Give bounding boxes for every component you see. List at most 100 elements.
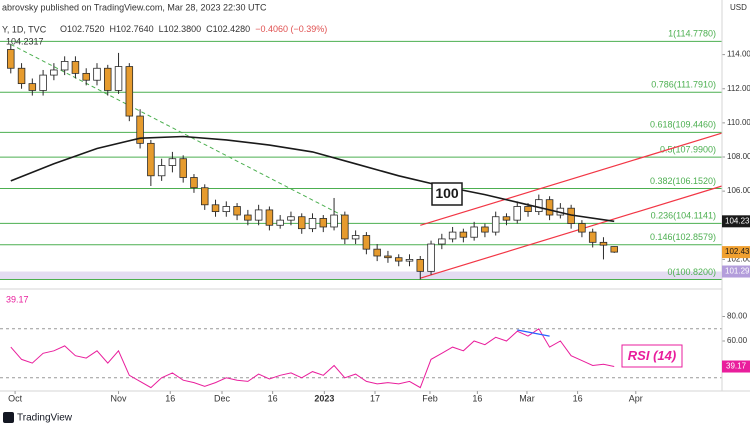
fib-label: 0.236(104.1141) [651, 211, 716, 221]
candle-body [254, 209, 263, 221]
candle-body [405, 259, 414, 262]
candle-body [438, 238, 446, 245]
x-tick-label: Oct [8, 393, 23, 403]
candle-body [535, 199, 543, 213]
moving-average [10, 135, 615, 223]
candle-body [308, 218, 317, 230]
rsi-tag [722, 360, 750, 373]
candle-body [578, 223, 586, 233]
y-tick-label: 112.000 [727, 84, 750, 93]
x-tick-label: 16 [268, 393, 278, 403]
rsi-trend [517, 329, 550, 337]
y-tick-label: 110.000 [727, 118, 750, 127]
candle-body [416, 259, 425, 272]
currency: USD [730, 3, 747, 12]
candle-body [448, 231, 457, 240]
ohlc-item: L102.3800 [159, 24, 202, 34]
candle-body [50, 69, 58, 76]
candle-body [17, 67, 26, 85]
candle-body [179, 158, 187, 178]
y-tick-label: 108.000 [727, 152, 750, 161]
candle-body [373, 248, 381, 257]
x-tick-label: Nov [111, 393, 128, 403]
candle-body [384, 255, 392, 259]
ohlc-item: O102.7520 [60, 24, 105, 34]
footer: TradingView [17, 413, 73, 424]
candle-body [233, 206, 241, 216]
support-zone [0, 271, 722, 280]
price-tag-label: 101.29 [725, 267, 750, 276]
candle-body [276, 219, 284, 226]
candle-body [459, 231, 468, 238]
x-tick-label: 17 [370, 393, 380, 403]
candle-body [524, 206, 532, 213]
rsi-line [10, 328, 615, 389]
y-tick-label: 106.000 [727, 186, 750, 195]
candle-body [244, 214, 252, 221]
price-tag [722, 215, 750, 228]
fib-label: 0.786(111.7910) [651, 80, 716, 90]
ma-value: 104.2317 [6, 36, 44, 46]
candle-body [545, 199, 554, 216]
logo-mark [3, 412, 14, 423]
candle-body [114, 66, 123, 91]
candle-body [470, 226, 478, 238]
rsi-label: RSI (14) [628, 348, 676, 363]
price-tag [722, 265, 750, 278]
candle-body [39, 74, 47, 91]
candle-body [201, 187, 209, 206]
candle-body [147, 142, 155, 177]
x-tick-label: Feb [422, 393, 438, 403]
price-tag [722, 246, 750, 259]
x-tick-label: 16 [573, 393, 583, 403]
candle-body [513, 206, 521, 221]
candle-body [341, 214, 349, 240]
x-tick-label: 2023 [314, 393, 334, 403]
candle-body [297, 216, 306, 230]
fib-label: 0.146(102.8579) [650, 232, 716, 242]
candle-body [491, 216, 500, 233]
candle-body [481, 226, 489, 233]
candle-body [351, 235, 360, 240]
candle-body [362, 235, 371, 250]
ohlc-legend: O102.7520 H102.7640 L102.3800 C102.4280 −0.4… [60, 24, 327, 34]
candle-body [330, 214, 338, 228]
fib-label: 0.618(109.4460) [650, 120, 716, 130]
candle-body [427, 243, 435, 272]
rsi-value: 39.17 [6, 294, 29, 304]
x-tick-label: Apr [629, 393, 643, 403]
candle-body [394, 257, 403, 262]
candle-body [287, 216, 295, 221]
candle-body [136, 115, 144, 144]
x-tick-label: 16 [165, 393, 175, 403]
symbol: Y, 1D, TVC [2, 24, 47, 34]
y-tick-label: 114.000 [727, 50, 750, 59]
candle-body [599, 241, 608, 246]
fib-label: 0.5(107.9900) [660, 145, 716, 155]
candle-body [157, 165, 166, 177]
ma-label: 100 [435, 185, 459, 201]
price-tag-label: 102.43 [725, 247, 750, 256]
rsi-y-tick-label: 80.00 [727, 312, 748, 321]
fib-label: 1(114.7780) [668, 29, 716, 39]
fib-label: 0.382(106.1520) [650, 176, 716, 186]
candle-body [28, 83, 37, 91]
price-tag-label: 104.23 [725, 216, 750, 225]
channel-line [420, 132, 723, 226]
fib-label: 0(100.8200) [667, 267, 716, 277]
candle-body [319, 218, 328, 228]
candle-body [71, 61, 80, 74]
candle-body [265, 209, 274, 226]
logo [3, 412, 14, 423]
ma-label-box [431, 182, 463, 206]
x-tick-label: 16 [472, 393, 482, 403]
x-tick-label: Dec [214, 393, 231, 403]
candle-body [125, 66, 134, 117]
plot: 1(114.7780) 0.786(111.7910) 0.618(109.4460… [0, 29, 750, 389]
candle-body [610, 246, 618, 253]
candle-body [7, 49, 15, 69]
rsi-label-box [621, 344, 683, 368]
candle-body [168, 158, 177, 166]
candle-body [60, 61, 69, 71]
